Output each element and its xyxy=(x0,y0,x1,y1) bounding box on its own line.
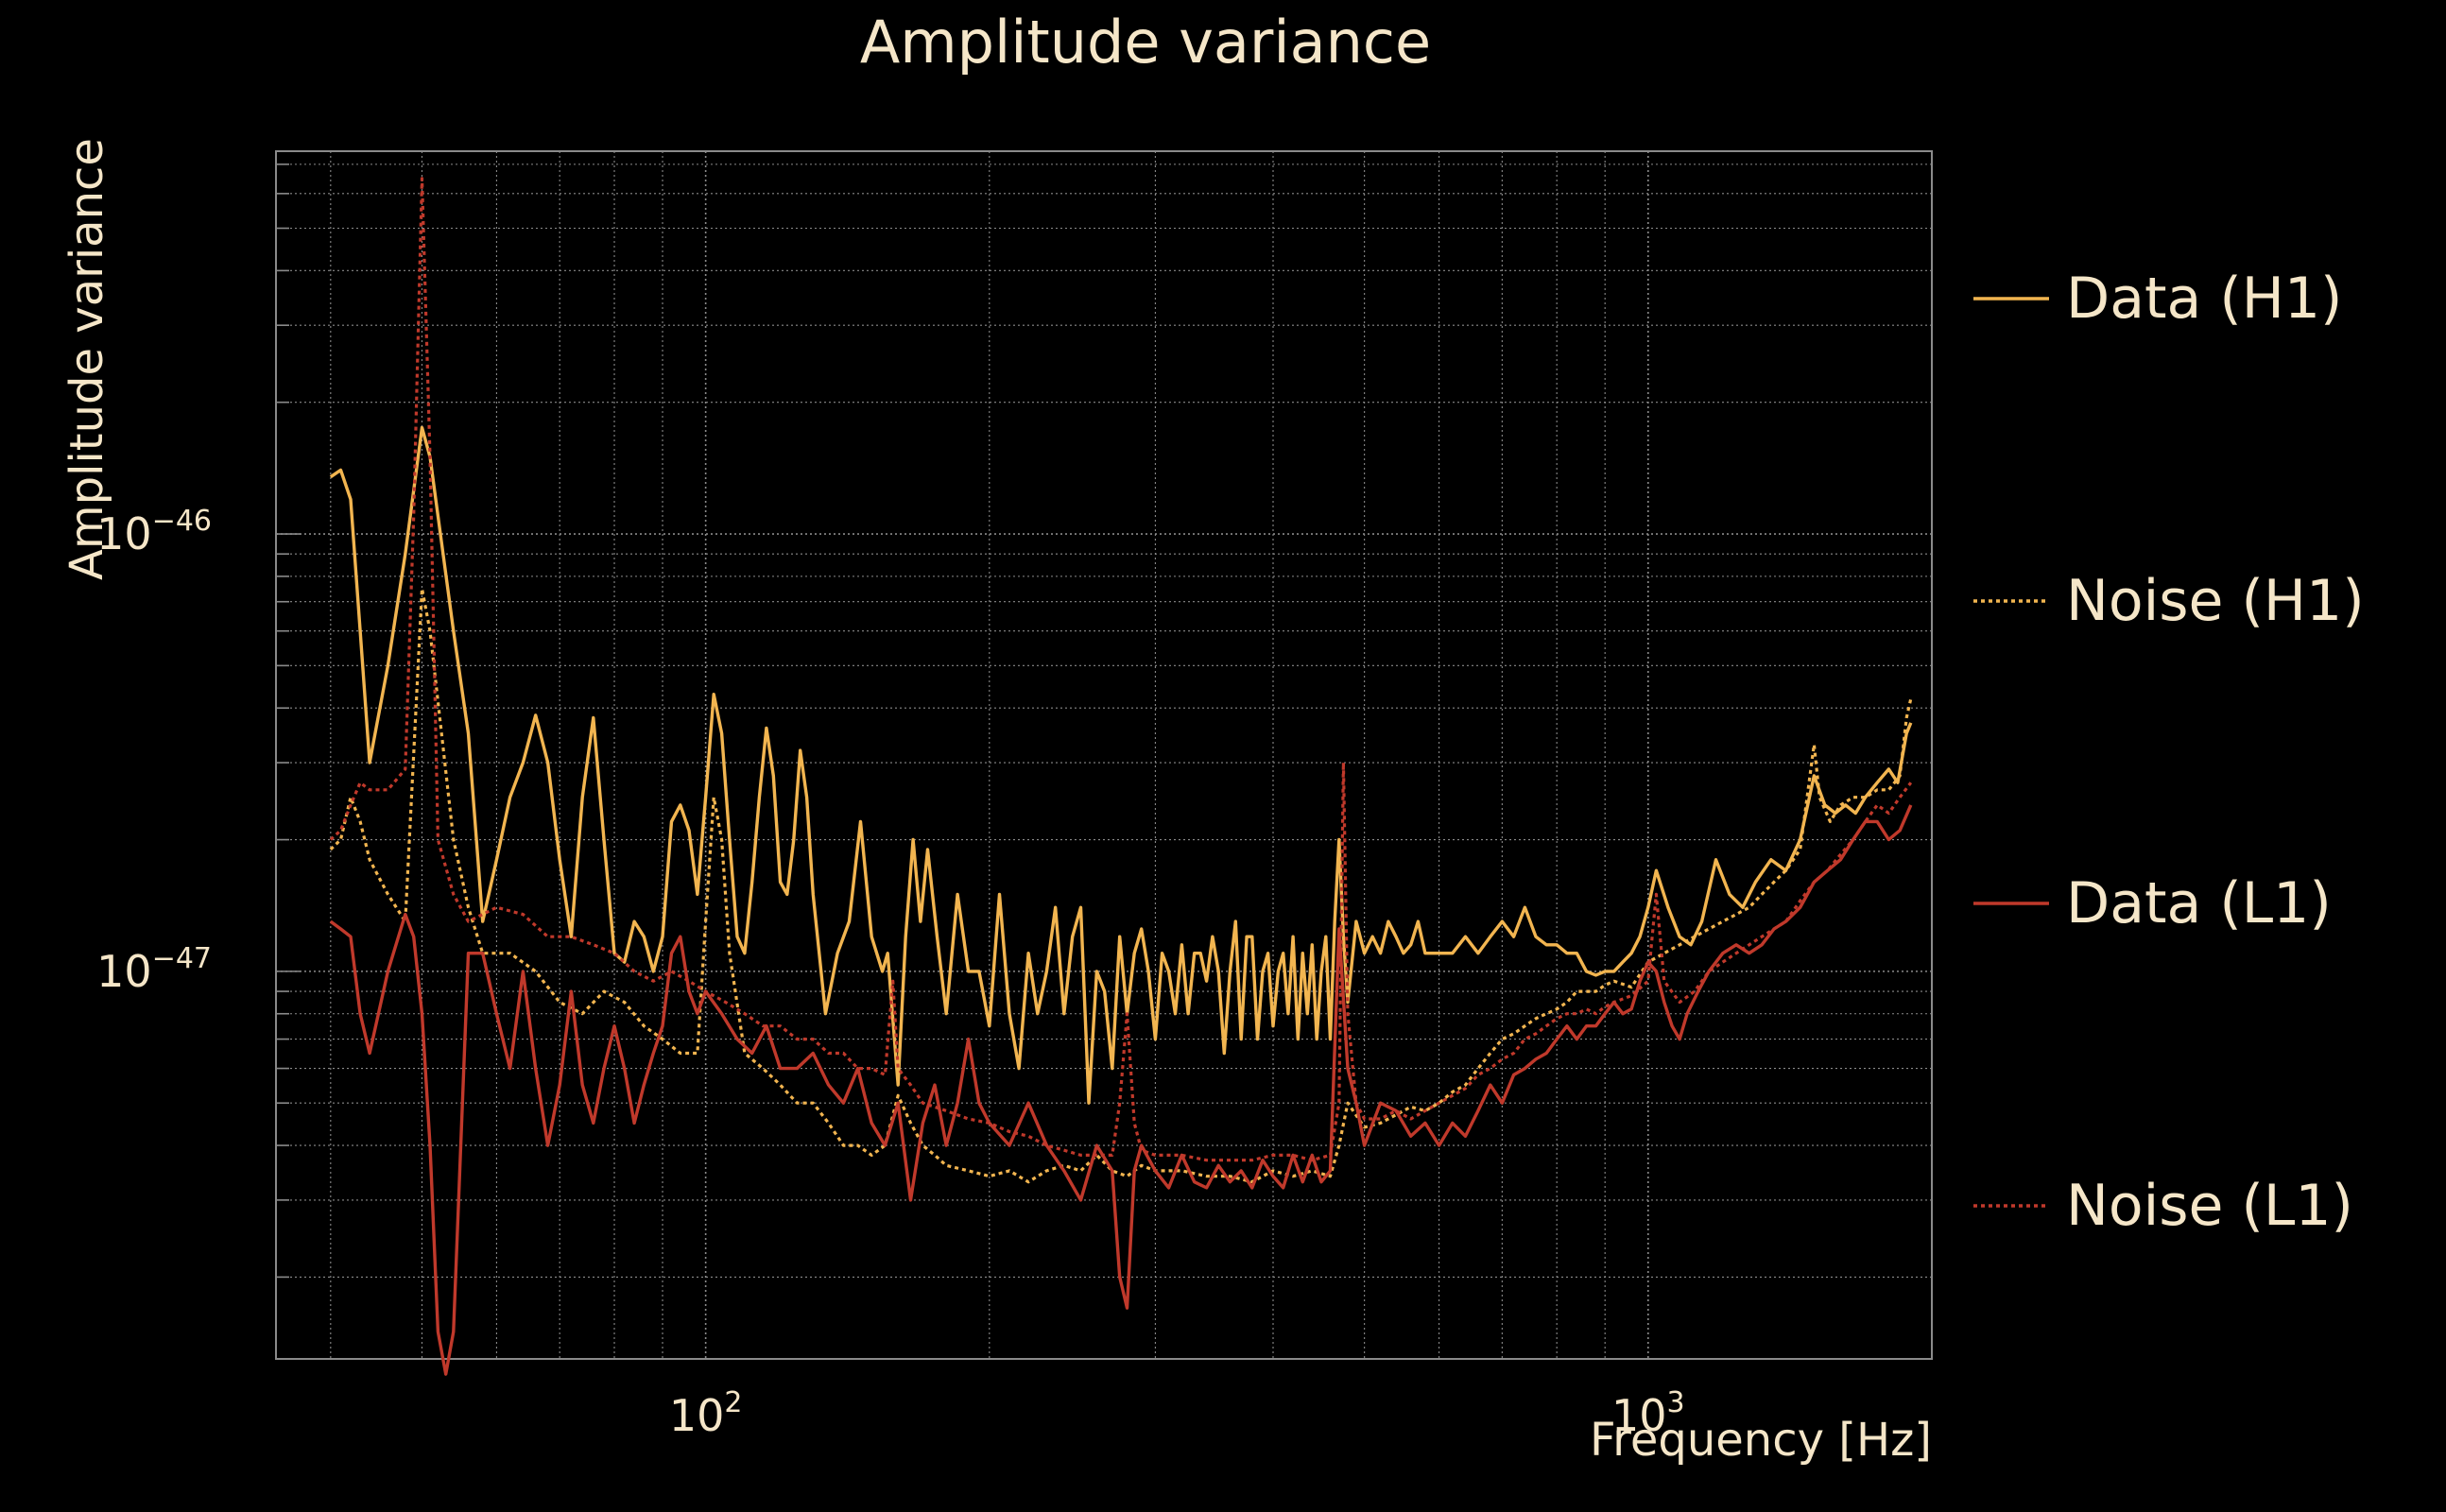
series-line-0 xyxy=(329,425,1913,1105)
x-axis-label: Frequency [Hz] xyxy=(1590,1414,1932,1467)
series-lines xyxy=(329,177,1913,1376)
series-line-1 xyxy=(329,587,1913,1184)
y-tick-labels: 10−46 10−47 xyxy=(96,505,212,997)
x-tick-label: 102 xyxy=(669,1386,743,1441)
chart-title: Amplitude variance xyxy=(860,8,1431,77)
series-line-2 xyxy=(329,804,1913,1376)
axes-frame xyxy=(275,150,1933,1360)
y-axis-label: Amplitude variance xyxy=(60,138,113,580)
x-tick-label: 103 xyxy=(1611,1386,1685,1441)
x-tick-labels: 102 103 xyxy=(669,1386,1685,1441)
plot-area xyxy=(275,150,1933,1376)
legend: Data (H1) Noise (H1) Data (L1) Noise (L1) xyxy=(1973,266,2365,1239)
legend-label-2: Data (L1) xyxy=(2066,870,2332,936)
legend-label-0: Data (H1) xyxy=(2066,266,2342,332)
y-tick-label: 10−46 xyxy=(96,505,212,559)
grid-lines xyxy=(276,151,1933,1359)
series-line-3 xyxy=(329,177,1913,1162)
y-tick-label: 10−47 xyxy=(96,942,212,997)
legend-label-3: Noise (L1) xyxy=(2066,1173,2353,1239)
legend-label-1: Noise (H1) xyxy=(2066,568,2365,634)
